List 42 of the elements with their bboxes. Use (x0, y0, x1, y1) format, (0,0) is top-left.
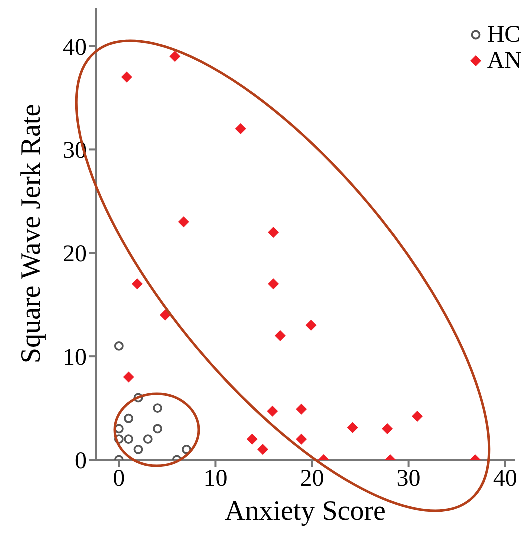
point (160, 310, 172, 321)
point (268, 226, 280, 238)
x-tick-label: 10 (204, 466, 228, 492)
point (274, 330, 286, 342)
point (296, 404, 308, 415)
x-tick-label: 0 (113, 466, 126, 492)
point (124, 414, 134, 424)
point (412, 411, 423, 422)
point (235, 124, 246, 135)
y-tick-label: 0 (75, 448, 87, 475)
point (124, 434, 134, 444)
y-axis-title: Square Wave Jerk Rate (16, 104, 47, 364)
point (178, 216, 190, 228)
point (134, 393, 144, 403)
point (143, 434, 153, 444)
point (153, 404, 162, 413)
legend-label: AN (487, 48, 522, 74)
point (121, 72, 132, 83)
point (268, 278, 280, 290)
point (114, 342, 124, 351)
point (267, 406, 278, 417)
point (347, 422, 358, 434)
x-tick-label: 20 (300, 466, 324, 492)
point (132, 278, 144, 290)
point (123, 372, 134, 383)
point (114, 434, 124, 444)
point (306, 320, 317, 332)
x-tick-label: 30 (396, 466, 421, 492)
point (182, 444, 192, 454)
y-tick-label: 20 (63, 242, 87, 268)
point (134, 444, 144, 454)
point (153, 424, 162, 434)
x-axis-title: Anxiety Score (225, 496, 386, 527)
point (258, 444, 269, 456)
point (296, 434, 308, 445)
x-tick-label: 40 (493, 466, 518, 492)
point (246, 434, 258, 445)
legend-label: HC (487, 22, 521, 48)
point (382, 423, 394, 434)
point (170, 51, 181, 62)
y-tick-label: 10 (63, 345, 87, 372)
y-tick-label: 40 (63, 34, 87, 61)
